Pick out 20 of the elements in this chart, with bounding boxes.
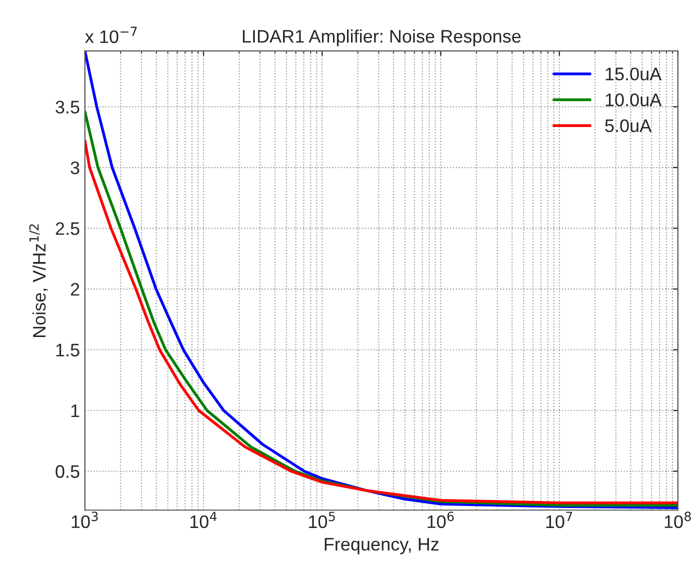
y-tick-label: 2 bbox=[70, 282, 80, 296]
legend-label: 15.0uA bbox=[606, 68, 662, 80]
y-axis-title: Noise, V/Hz$^{1/2}$ bbox=[29, 224, 48, 337]
y-tick-label: 3 bbox=[70, 161, 80, 174]
legend-label: 10.0uA bbox=[606, 93, 662, 106]
y-tick-label: 1 bbox=[71, 404, 80, 418]
y-tick-label: 0.5 bbox=[56, 465, 80, 478]
y-tick-label: 1.5 bbox=[56, 344, 80, 356]
text: x 10$^{−7}$ bbox=[85, 26, 137, 44]
y-tick-label: 3.5 bbox=[56, 100, 80, 114]
x-tick-label: 10$^{5}$ bbox=[309, 512, 335, 528]
legend-label: 5.0uA bbox=[605, 119, 652, 132]
x-tick-label: 10$^{4}$ bbox=[190, 512, 217, 528]
x-tick-label: 10$^{7}$ bbox=[546, 512, 572, 528]
y-tick-label: 2.5 bbox=[56, 222, 80, 235]
chart-title: LIDAR1 Amplifier: Noise Response bbox=[242, 29, 521, 46]
x-axis-title: Frequency, Hz bbox=[324, 538, 439, 554]
x-tick-label: 10$^{6}$ bbox=[428, 512, 454, 528]
x-tick-label: 10$^{3}$ bbox=[72, 512, 98, 528]
x-tick-label: 10$^{8}$ bbox=[664, 512, 691, 528]
